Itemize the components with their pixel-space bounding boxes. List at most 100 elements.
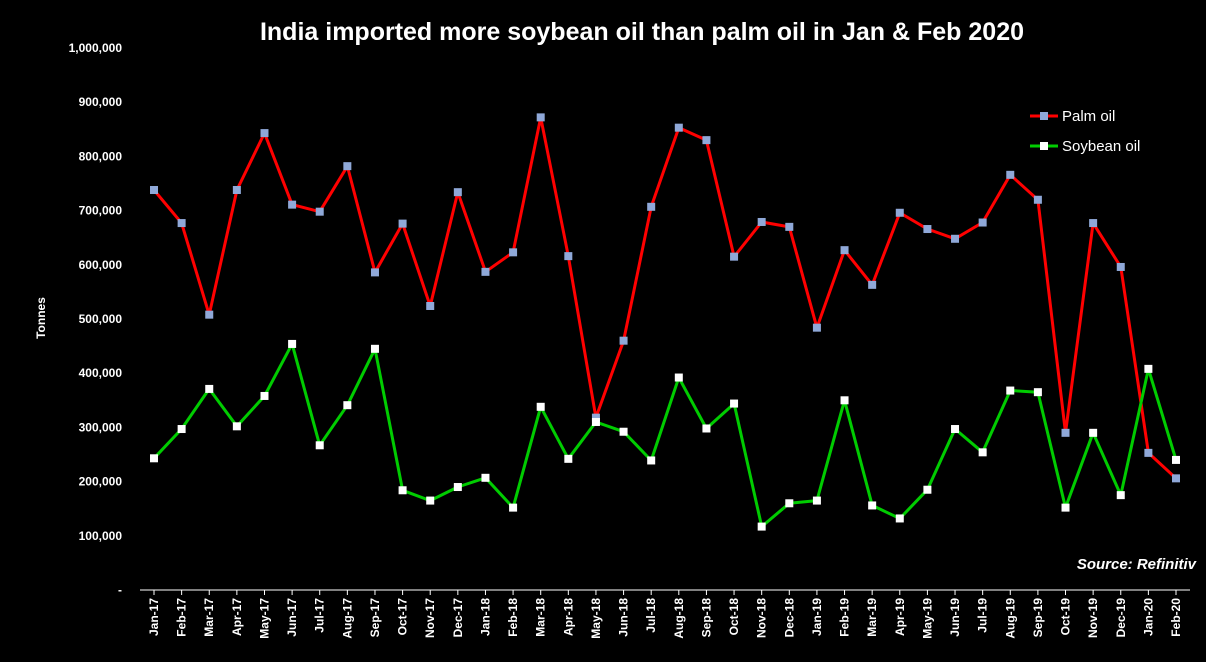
palm-oil-point bbox=[591, 413, 600, 422]
x-tick-label: Oct-19 bbox=[1059, 598, 1073, 636]
soybean-oil-point bbox=[564, 454, 573, 463]
palm-oil-point bbox=[951, 234, 960, 243]
soybean-oil-point bbox=[150, 454, 158, 463]
soybean-oil-point bbox=[481, 473, 490, 482]
y-tick-label: 900,000 bbox=[79, 95, 123, 109]
y-axis-label: Tonnes bbox=[34, 297, 48, 339]
x-tick-label: Sep-17 bbox=[368, 598, 382, 638]
soybean-oil-point bbox=[536, 402, 545, 411]
x-tick-label: Aug-19 bbox=[1003, 598, 1017, 639]
palm-oil-point bbox=[1006, 170, 1015, 179]
x-tick-label: Aug-18 bbox=[672, 598, 686, 639]
palm-oil-point bbox=[619, 336, 628, 345]
soybean-oil-point bbox=[1006, 386, 1015, 395]
soybean-oil-point bbox=[232, 422, 241, 431]
soybean-oil-point bbox=[951, 425, 960, 434]
series-line-palm-oil bbox=[152, 115, 1178, 480]
soybean-oil-point bbox=[1033, 388, 1042, 397]
palm-oil-point bbox=[370, 268, 379, 277]
soybean-oil-point bbox=[591, 417, 600, 426]
x-tick-label: May-19 bbox=[920, 598, 934, 639]
soybean-oil-point bbox=[785, 499, 794, 508]
x-tick-label: Jan-19 bbox=[810, 598, 824, 636]
y-tick-label: 600,000 bbox=[79, 258, 123, 272]
x-tick-label: Oct-17 bbox=[396, 598, 410, 636]
palm-oil-point bbox=[564, 252, 573, 261]
soybean-oil-point bbox=[757, 522, 766, 531]
soybean-oil-point bbox=[398, 486, 407, 495]
palm-oil-point bbox=[895, 208, 904, 217]
soybean-oil-point bbox=[978, 448, 987, 457]
y-tick-label: 200,000 bbox=[79, 475, 123, 489]
x-tick-label: Jan-20 bbox=[1141, 598, 1155, 636]
soybean-oil-point bbox=[868, 501, 877, 510]
x-tick-label: Feb-19 bbox=[838, 598, 852, 637]
legend: Palm oil Soybean oil bbox=[1030, 108, 1140, 155]
x-tick-label: Nov-18 bbox=[755, 598, 769, 638]
soybean-oil-point bbox=[315, 441, 324, 450]
soybean-oil-point bbox=[674, 373, 683, 382]
palm-oil-point bbox=[1089, 219, 1098, 228]
palm-oil-point bbox=[288, 200, 297, 209]
y-tick-labels: - 100,000 200,000 300,000 400,000 500,000 600,… bbox=[69, 41, 123, 597]
palm-oil-point bbox=[205, 310, 214, 319]
y-tick-label: 500,000 bbox=[79, 312, 123, 326]
palm-oil-point bbox=[812, 323, 821, 332]
x-tick-label: Jul-17 bbox=[313, 598, 327, 633]
x-tick-label: Sep-18 bbox=[699, 598, 713, 638]
palm-oil-point bbox=[840, 246, 849, 255]
series-lines bbox=[152, 115, 1178, 529]
palm-oil-point bbox=[1144, 448, 1153, 457]
palm-oil-point bbox=[1172, 474, 1180, 483]
palm-oil-point bbox=[923, 225, 932, 234]
legend-soy-marker bbox=[1040, 142, 1048, 150]
chart-title: India imported more soybean oil than pal… bbox=[260, 18, 1024, 46]
x-tick-label: Mar-17 bbox=[202, 598, 216, 637]
palm-oil-point bbox=[453, 188, 462, 197]
soybean-oil-point bbox=[812, 496, 821, 505]
x-tick-label: Sep-19 bbox=[1031, 598, 1045, 638]
palm-oil-point bbox=[757, 217, 766, 226]
y-tick-label: 1,000,000 bbox=[69, 41, 123, 55]
palm-oil-point bbox=[1033, 195, 1042, 204]
palm-oil-point bbox=[426, 301, 435, 310]
legend-soy-label: Soybean oil bbox=[1062, 138, 1140, 155]
x-tick-label: Jul-18 bbox=[644, 598, 658, 633]
x-tick-labels: Jan-17 Feb-17 Mar-17 Apr-17 May-17 Jun-17 Jul-… bbox=[147, 590, 1183, 639]
x-tick-label: Jan-17 bbox=[147, 598, 161, 636]
x-tick-label: Jul-19 bbox=[976, 598, 990, 633]
x-tick-label: Feb-20 bbox=[1169, 598, 1183, 637]
y-tick-label: 300,000 bbox=[79, 420, 123, 434]
y-tick-label: - bbox=[118, 583, 122, 597]
x-tick-label: Apr-18 bbox=[561, 598, 575, 636]
palm-oil-point bbox=[785, 222, 794, 231]
source-note: Source: Refinitiv bbox=[1077, 556, 1198, 573]
x-tick-label: Feb-18 bbox=[506, 598, 520, 637]
soybean-oil-point bbox=[426, 496, 435, 505]
palm-oil-point bbox=[260, 129, 269, 138]
x-tick-label: May-17 bbox=[257, 598, 271, 639]
x-tick-label: Aug-17 bbox=[340, 598, 354, 639]
soybean-oil-point bbox=[1144, 364, 1153, 373]
x-tick-label: Jun-17 bbox=[285, 598, 299, 637]
legend-palm-label: Palm oil bbox=[1062, 108, 1115, 125]
palm-oil-point bbox=[1061, 428, 1070, 437]
x-tick-label: Mar-19 bbox=[865, 598, 879, 637]
y-tick-label: 800,000 bbox=[79, 149, 123, 163]
soybean-oil-point bbox=[509, 503, 518, 512]
soybean-oil-point bbox=[840, 396, 849, 405]
soybean-oil-point bbox=[453, 483, 462, 492]
palm-oil-point bbox=[315, 207, 324, 216]
soybean-oil-point bbox=[343, 401, 352, 410]
y-tick-label: 400,000 bbox=[79, 366, 123, 380]
x-tick-label: Apr-17 bbox=[230, 598, 244, 636]
palm-oil-point bbox=[536, 113, 545, 122]
palm-oil-point bbox=[730, 252, 739, 261]
series-markers bbox=[150, 113, 1180, 531]
series-line-soybean-oil bbox=[152, 342, 1178, 529]
palm-oil-point bbox=[674, 123, 683, 132]
x-tick-label: Feb-17 bbox=[175, 598, 189, 637]
soybean-oil-point bbox=[1116, 491, 1125, 500]
x-tick-label: May-18 bbox=[589, 598, 603, 639]
